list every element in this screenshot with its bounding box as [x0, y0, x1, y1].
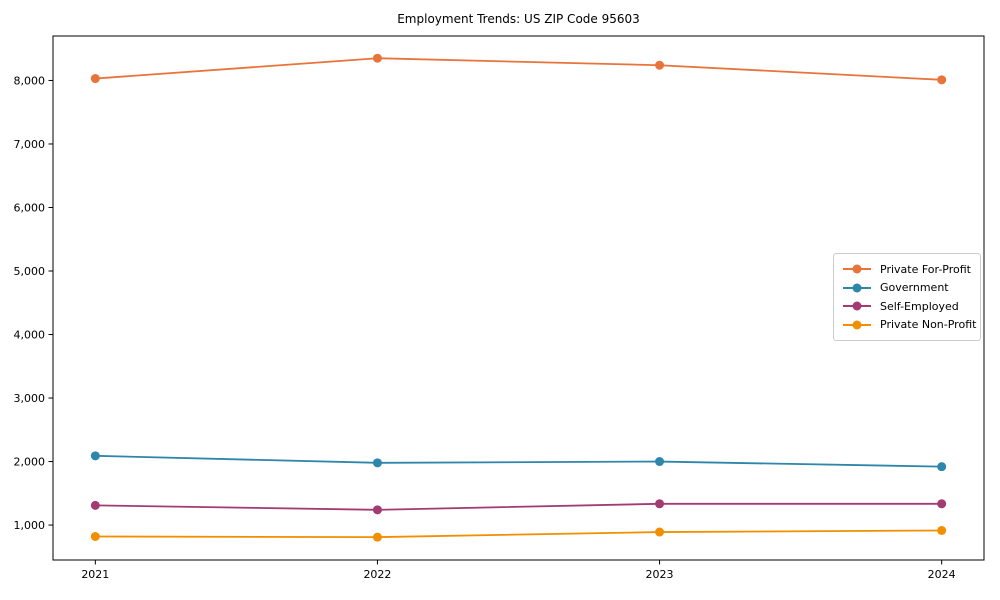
x-tick-label: 2023 [646, 568, 674, 581]
x-tick-label: 2021 [81, 568, 109, 581]
legend-label: Private Non-Profit [880, 318, 977, 332]
legend-line-marker-icon [843, 301, 871, 311]
data-point-marker [372, 458, 382, 468]
legend-item: Government [842, 279, 972, 297]
legend-item: Private Non-Profit [842, 316, 976, 334]
x-tick-label: 2022 [363, 568, 391, 581]
legend: Private For-Profit Government Self-Employe… [833, 253, 981, 341]
y-tick-label: 8,000 [14, 74, 46, 87]
data-point-marker [90, 451, 100, 461]
y-tick-label: 2,000 [14, 456, 46, 469]
data-point-marker [90, 500, 100, 510]
data-point-marker [90, 74, 100, 84]
legend-line-marker-icon [843, 264, 871, 274]
y-tick-label: 4,000 [14, 329, 46, 342]
data-point-marker [372, 505, 382, 515]
legend-label: Government [880, 281, 949, 295]
legend-line-marker-icon [843, 283, 871, 293]
data-point-marker [937, 525, 947, 535]
data-point-marker [372, 53, 382, 63]
data-point-marker [937, 462, 947, 472]
axes-frame [52, 35, 985, 561]
series-line [95, 454, 942, 468]
series-line [95, 502, 942, 511]
data-point-marker [655, 457, 665, 467]
legend-label: Self-Employed [880, 299, 959, 313]
y-tick-label: 5,000 [14, 265, 46, 278]
data-point-marker [372, 532, 382, 542]
data-point-marker [655, 60, 665, 70]
y-tick-label: 7,000 [14, 138, 46, 151]
legend-line-marker-icon [843, 320, 871, 330]
y-tick-label: 1,000 [14, 519, 46, 532]
data-point-marker [937, 499, 947, 509]
data-point-marker [655, 499, 665, 509]
data-point-marker [937, 75, 947, 85]
chart-title: Employment Trends: US ZIP Code 95603 [397, 12, 640, 26]
y-tick-label: 3,000 [14, 392, 46, 405]
legend-item: Self-Employed [842, 297, 972, 315]
legend-label: Private For-Profit [880, 262, 971, 276]
y-tick-label: 6,000 [14, 201, 46, 214]
series-line [95, 529, 942, 539]
series-line [95, 57, 942, 81]
x-tick-label: 2024 [928, 568, 956, 581]
legend-item: Private For-Profit [842, 260, 972, 278]
data-point-marker [90, 531, 100, 541]
data-point-marker [655, 527, 665, 537]
